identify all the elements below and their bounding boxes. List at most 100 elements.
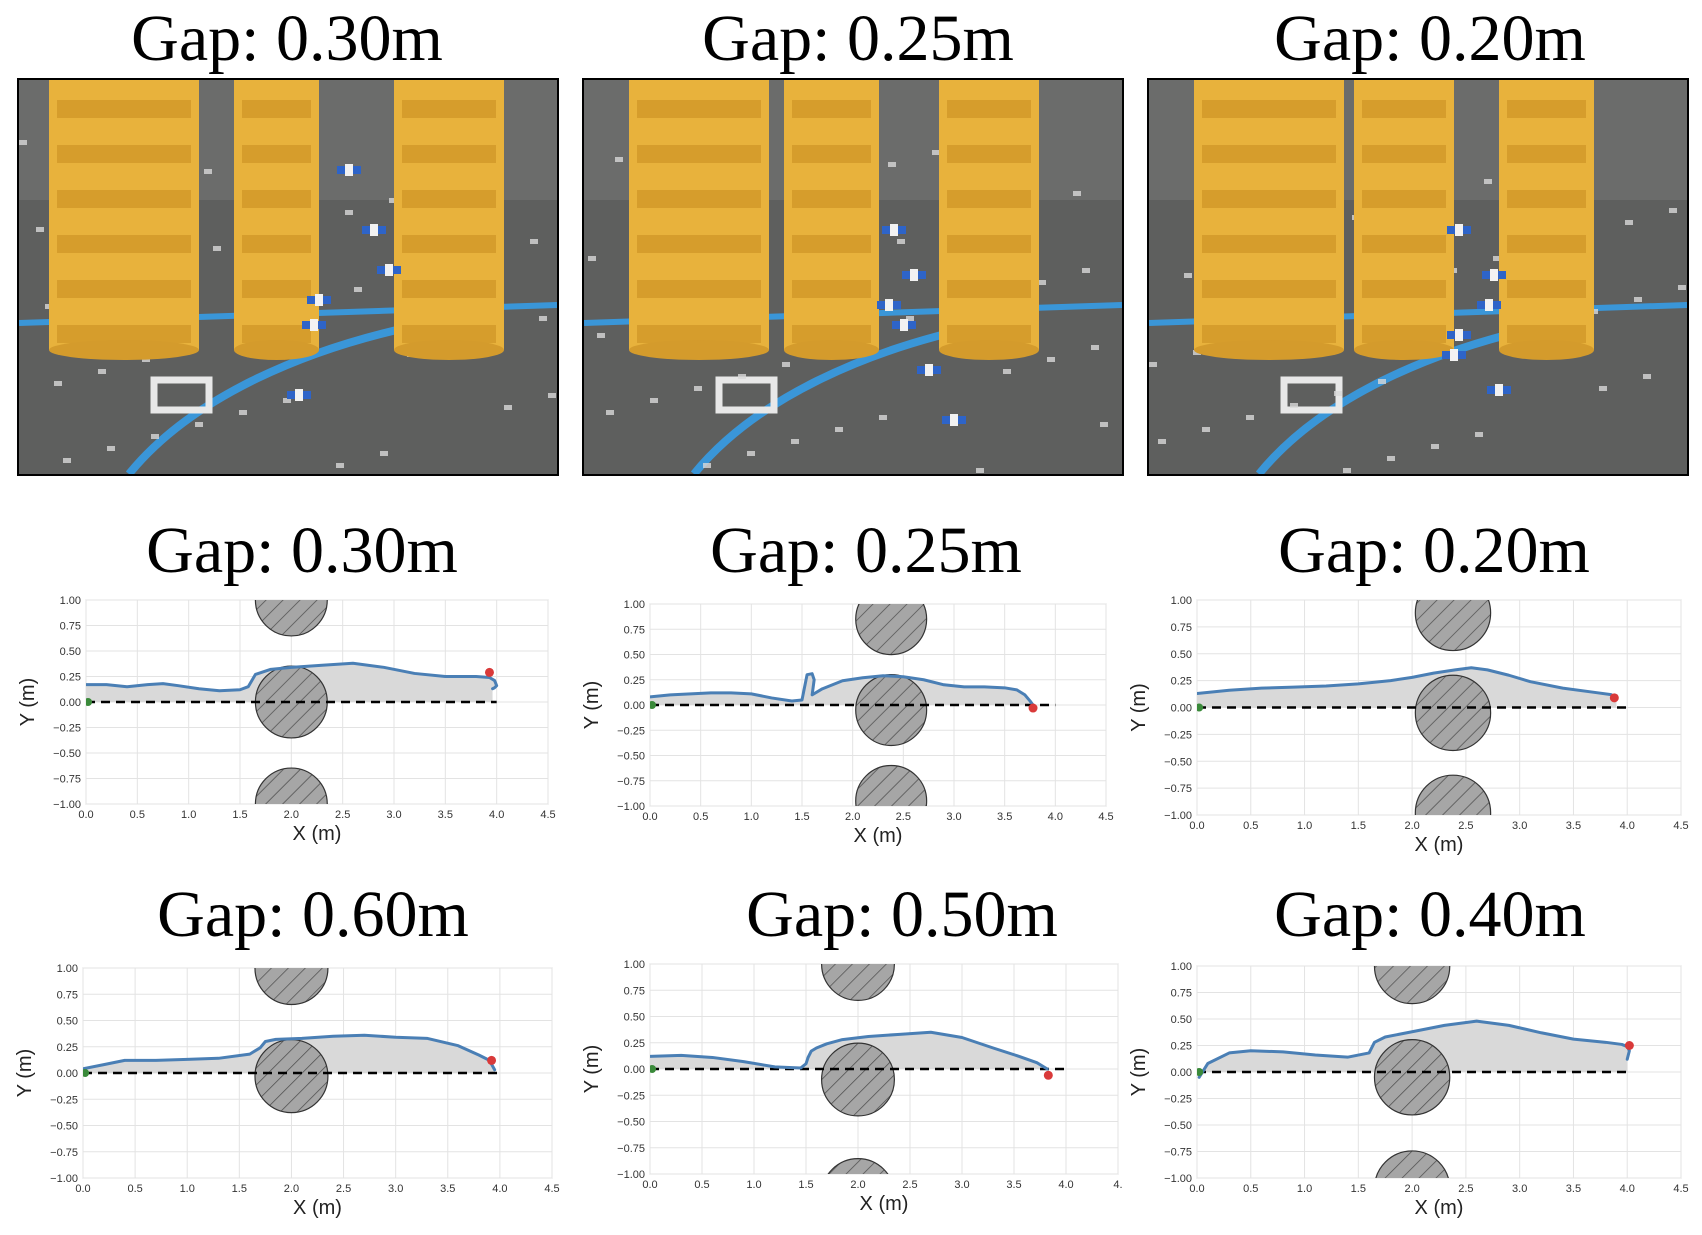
x-tick-label: 2.5 bbox=[896, 811, 911, 823]
start-marker bbox=[1197, 1068, 1204, 1076]
drone-body bbox=[370, 224, 378, 236]
floor-speck bbox=[1475, 432, 1483, 437]
chart-title-3: Gap: 0.20m bbox=[1278, 514, 1590, 587]
pillar-print bbox=[1202, 190, 1336, 208]
pillar-print bbox=[1202, 100, 1336, 118]
y-tick-label: 1.00 bbox=[624, 959, 645, 971]
experiment-photo-1 bbox=[17, 78, 559, 476]
experiment-photo-3 bbox=[1147, 78, 1689, 476]
drone-body bbox=[310, 319, 318, 331]
pillar-print bbox=[402, 325, 496, 343]
y-tick-label: 0.75 bbox=[60, 621, 81, 633]
end-marker bbox=[487, 1055, 497, 1065]
pillar-print bbox=[637, 235, 761, 253]
pillar-print bbox=[1507, 190, 1586, 208]
pillar-print bbox=[1202, 325, 1336, 343]
floor-speck bbox=[932, 150, 940, 155]
plot-content bbox=[83, 968, 500, 1114]
x-tick-label: 3.5 bbox=[1006, 1179, 1021, 1191]
floor-speck bbox=[976, 468, 984, 473]
floor-speck bbox=[1038, 280, 1046, 285]
end-marker bbox=[1043, 1070, 1053, 1080]
x-tick-label: 1.0 bbox=[180, 1183, 195, 1195]
pillar-print bbox=[947, 190, 1031, 208]
x-tick-label: 3.0 bbox=[388, 1183, 403, 1195]
x-tick-label: 3.5 bbox=[1566, 820, 1581, 832]
pillar-base bbox=[394, 340, 504, 360]
y-tick-label: −0.50 bbox=[53, 748, 81, 760]
obstacle bbox=[820, 1042, 895, 1117]
floor-speck bbox=[530, 239, 538, 244]
y-tick-label: 0.50 bbox=[624, 1012, 645, 1024]
pillar-print bbox=[242, 235, 311, 253]
x-tick-label: 1.5 bbox=[794, 811, 809, 823]
floor-speck bbox=[19, 140, 27, 145]
floor-speck bbox=[897, 239, 905, 244]
pillar-print bbox=[57, 190, 191, 208]
y-axis-label: Y (m) bbox=[1128, 1048, 1150, 1097]
floor-speck bbox=[703, 463, 711, 468]
pillar-print bbox=[637, 145, 761, 163]
x-tick-label: 3.0 bbox=[1512, 1183, 1527, 1195]
y-tick-label: −1.00 bbox=[53, 799, 81, 811]
y-axis-label: Y (m) bbox=[581, 681, 603, 730]
x-axis-label: X (m) bbox=[1415, 1197, 1464, 1219]
floor-speck bbox=[1343, 468, 1351, 473]
pillar-print bbox=[242, 190, 311, 208]
trajectory-line bbox=[83, 1033, 497, 1072]
floor-speck bbox=[389, 198, 397, 203]
y-tick-label: −0.25 bbox=[50, 1094, 78, 1106]
drone-body bbox=[345, 164, 353, 176]
pillar-base bbox=[784, 340, 879, 360]
floor-speck bbox=[1643, 374, 1651, 379]
drone-body bbox=[1455, 224, 1463, 236]
pillar-print bbox=[637, 190, 761, 208]
x-tick-label: 4.0 bbox=[489, 809, 504, 821]
floor-speck bbox=[1202, 427, 1210, 432]
y-tick-label: 0.00 bbox=[1171, 703, 1192, 715]
x-tick-label: 0.5 bbox=[127, 1183, 142, 1195]
floor-speck bbox=[380, 451, 388, 456]
pillar-print bbox=[57, 280, 191, 298]
drone-body bbox=[315, 294, 323, 306]
y-tick-label: −0.75 bbox=[617, 776, 645, 788]
floor-speck bbox=[1100, 422, 1108, 427]
floor-speck bbox=[195, 422, 203, 427]
floor-speck bbox=[98, 369, 106, 374]
pillar-print bbox=[792, 100, 871, 118]
y-tick-label: 0.50 bbox=[1171, 649, 1192, 661]
y-tick-label: −1.00 bbox=[617, 801, 645, 813]
x-tick-label: 4.5 bbox=[540, 809, 555, 821]
x-tick-label: 4.5 bbox=[544, 1183, 559, 1195]
y-tick-label: 0.00 bbox=[60, 697, 81, 709]
pillar bbox=[1499, 80, 1594, 350]
y-tick-label: 0.50 bbox=[624, 650, 645, 662]
pillar-print bbox=[1362, 190, 1446, 208]
x-axis-label: X (m) bbox=[293, 823, 342, 845]
floor-speck bbox=[548, 393, 556, 398]
x-tick-label: 4.0 bbox=[1620, 1183, 1635, 1195]
trajectory-line bbox=[650, 1030, 1049, 1071]
floor-speck bbox=[1669, 208, 1677, 213]
y-tick-label: −0.75 bbox=[50, 1147, 78, 1159]
drone-body bbox=[925, 364, 933, 376]
x-tick-label: 1.5 bbox=[1351, 820, 1366, 832]
floor-speck bbox=[1484, 179, 1492, 184]
pillar-print bbox=[57, 145, 191, 163]
x-tick-label: 2.0 bbox=[850, 1179, 865, 1191]
y-tick-label: −0.50 bbox=[1164, 756, 1192, 768]
pillar bbox=[629, 80, 769, 350]
floor-speck bbox=[879, 415, 887, 420]
pillar-print bbox=[242, 280, 311, 298]
drone-body bbox=[890, 224, 898, 236]
obstacle bbox=[254, 600, 328, 637]
y-tick-label: 1.00 bbox=[624, 599, 645, 611]
pillar-print bbox=[1507, 280, 1586, 298]
y-tick-label: 0.00 bbox=[1171, 1067, 1192, 1079]
trajectory-line bbox=[650, 672, 1035, 707]
x-tick-label: 0.5 bbox=[693, 811, 708, 823]
pillar-print bbox=[947, 235, 1031, 253]
x-tick-label: 0.5 bbox=[1243, 820, 1258, 832]
x-tick-label: 0.0 bbox=[1189, 820, 1204, 832]
floor-speck bbox=[1003, 369, 1011, 374]
